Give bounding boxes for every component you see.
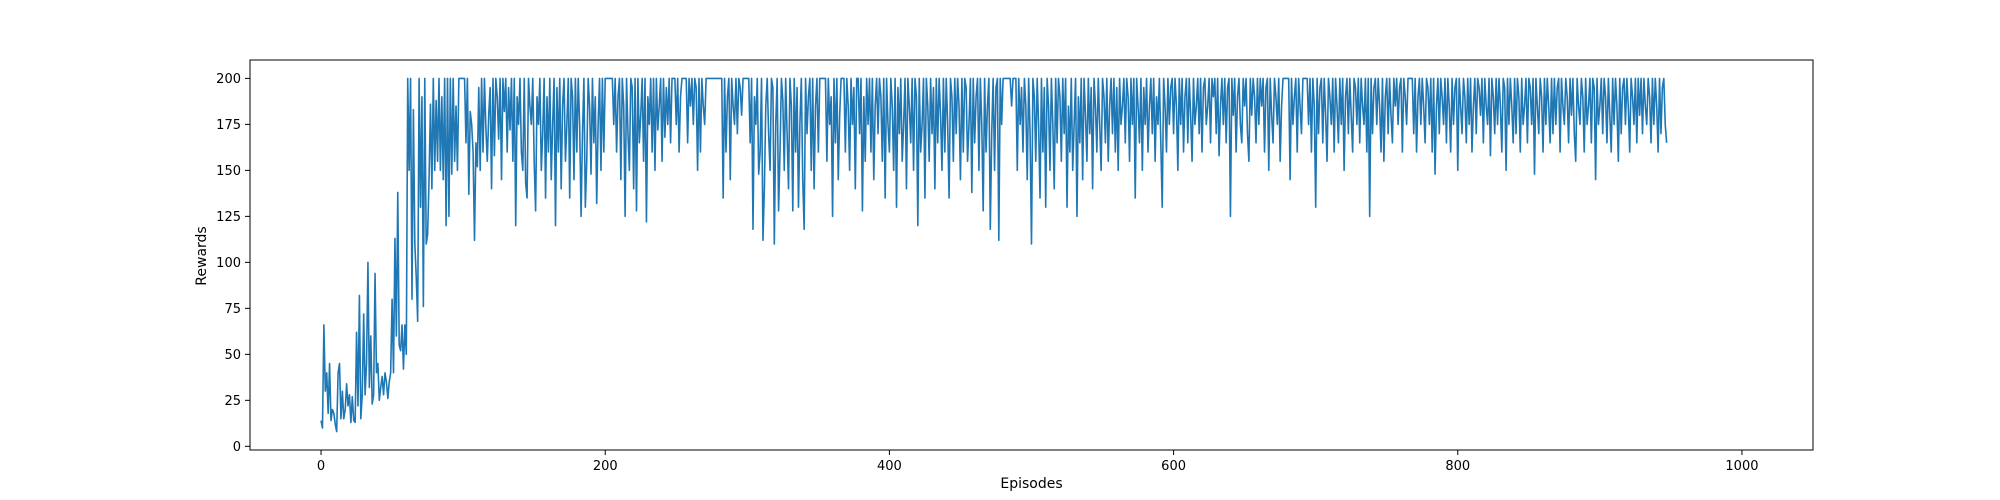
y-tick-label: 100 <box>216 256 241 271</box>
y-tick-label: 25 <box>224 394 241 409</box>
x-tick-label: 200 <box>593 459 618 474</box>
x-tick-label: 800 <box>1445 459 1470 474</box>
y-tick-label: 200 <box>216 72 241 87</box>
x-tick-label: 600 <box>1161 459 1186 474</box>
y-tick-label: 175 <box>216 118 241 133</box>
y-tick-label: 75 <box>224 302 241 317</box>
x-tick-label: 1000 <box>1725 459 1758 474</box>
y-tick-label: 150 <box>216 164 241 179</box>
y-tick-label: 0 <box>233 440 241 455</box>
axes-frame <box>249 59 1814 451</box>
x-tick-label: 0 <box>317 459 325 474</box>
y-tick-label: 125 <box>216 210 241 225</box>
series-line-0 <box>320 77 1668 433</box>
axes: 0 200 400 600 800 1000 0 25 50 75 100 125 150 175 200 <box>216 59 1814 474</box>
x-tick-label: 400 <box>877 459 902 474</box>
y-axis-title: Rewards <box>194 226 210 285</box>
x-axis-title: Episodes <box>1000 476 1062 492</box>
plot-area <box>320 77 1668 433</box>
y-tick-label: 50 <box>224 348 241 363</box>
